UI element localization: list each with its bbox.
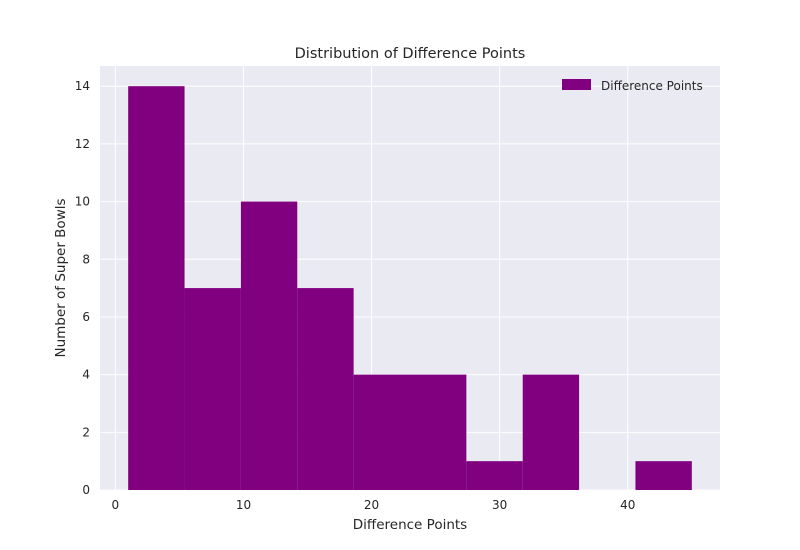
x-tick-label: 30 (492, 498, 507, 512)
y-tick-label: 0 (82, 483, 90, 497)
histogram-bar (635, 461, 692, 490)
y-tick-label: 10 (75, 195, 90, 209)
x-tick-label: 20 (364, 498, 379, 512)
bars (128, 86, 692, 490)
x-axis-label: Difference Points (353, 517, 467, 533)
y-tick-labels: 0 2 4 6 8 10 12 14 (75, 79, 90, 497)
histogram-bar (522, 374, 580, 490)
histogram-bar (128, 86, 185, 490)
legend-swatch (562, 79, 591, 90)
x-tick-label: 40 (620, 498, 635, 512)
legend: Difference Points (562, 79, 703, 93)
legend-label: Difference Points (601, 79, 703, 93)
histogram-bar (410, 374, 467, 490)
y-tick-label: 6 (82, 310, 90, 324)
x-tick-labels: 0 10 20 30 40 (112, 498, 636, 512)
histogram-bar (297, 288, 354, 490)
histogram-bar (184, 288, 241, 490)
histogram-bar (240, 201, 298, 490)
y-axis-label: Number of Super Bowls (53, 198, 69, 357)
y-tick-label: 2 (82, 425, 90, 439)
histogram-bar (353, 374, 410, 490)
y-tick-label: 14 (75, 79, 90, 93)
y-tick-label: 12 (75, 137, 90, 151)
y-tick-label: 4 (82, 368, 90, 382)
x-tick-label: 0 (112, 498, 120, 512)
y-tick-label: 8 (82, 252, 90, 266)
histogram-bar (466, 461, 523, 490)
x-tick-label: 10 (236, 498, 251, 512)
chart-title: Distribution of Difference Points (295, 46, 526, 62)
